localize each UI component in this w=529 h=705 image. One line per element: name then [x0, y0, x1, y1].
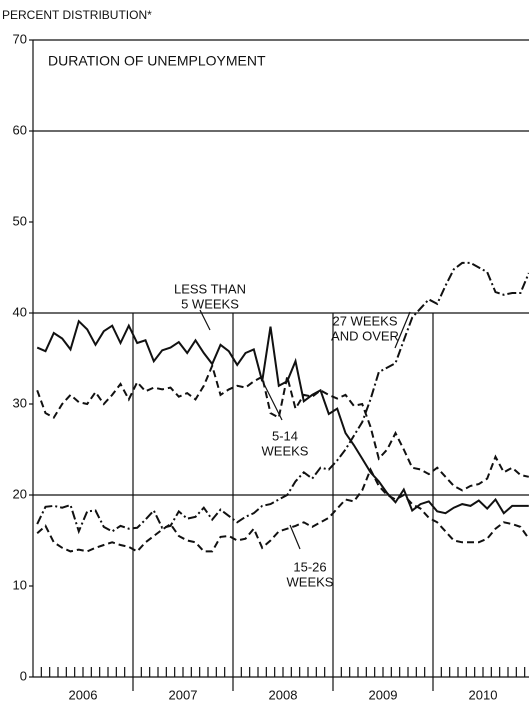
annotation-leader — [394, 311, 411, 349]
x-tick-label: 2006 — [69, 687, 98, 702]
series-line — [36, 467, 529, 553]
y-axis-label: PERCENT DISTRIBUTION* — [2, 8, 152, 22]
y-tick-label: 0 — [20, 668, 27, 683]
x-tick-label: 2009 — [369, 687, 398, 702]
y-tick-label: 30 — [13, 395, 27, 410]
annotation: WEEKS — [262, 443, 309, 458]
annotation: 5-14 — [272, 428, 298, 443]
x-tick-label: 2010 — [469, 687, 498, 702]
y-tick-label: 60 — [13, 122, 27, 137]
y-tick-label: 70 — [13, 31, 27, 46]
y-tick-label: 20 — [13, 486, 27, 501]
y-tick-label: 40 — [13, 304, 27, 319]
annotation: LESS THAN — [174, 281, 246, 296]
annotation-leader — [261, 379, 283, 421]
x-tick-label: 2007 — [169, 687, 198, 702]
annotation-leader — [199, 309, 211, 331]
series-line — [36, 261, 529, 535]
y-tick-label: 50 — [13, 213, 27, 228]
x-tick-label: 2008 — [269, 687, 298, 702]
annotation-leader — [289, 524, 301, 550]
annotation: 5 WEEKS — [181, 296, 239, 311]
series-line — [36, 362, 529, 492]
series-line — [36, 319, 529, 515]
annotation: AND OVER — [331, 328, 399, 343]
annotation: 15-26 — [293, 559, 326, 574]
chart-title: DURATION OF UNEMPLOYMENT — [48, 53, 266, 69]
annotation: 27 WEEKS — [332, 313, 397, 328]
annotation: WEEKS — [287, 574, 334, 589]
y-tick-label: 10 — [13, 577, 27, 592]
